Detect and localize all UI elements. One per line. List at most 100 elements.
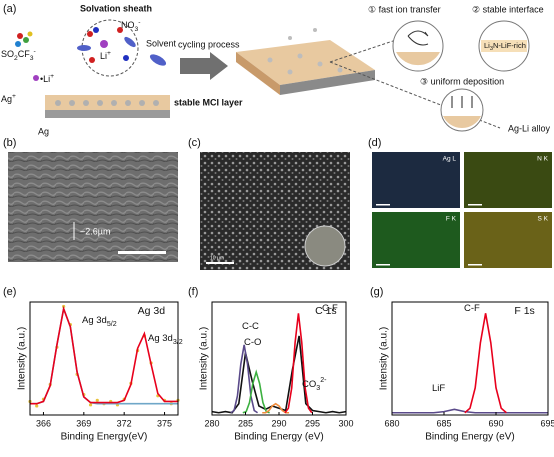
inset-fill (481, 40, 527, 52)
x-tick-label: 295 (305, 418, 320, 428)
panel-label: (f) (188, 286, 198, 298)
label: 10 µm (210, 255, 224, 261)
scale-bar (468, 264, 482, 266)
text-part: LiF (432, 383, 445, 394)
text-part: + (107, 50, 111, 57)
text-part: C-F (464, 303, 480, 314)
x-tick-label: 685 (436, 418, 451, 428)
slab-side (236, 52, 280, 95)
text-part: + (50, 73, 54, 80)
text-part: N-LiF-rich (493, 41, 526, 50)
text-part: 3 (490, 46, 493, 52)
data-point (95, 398, 99, 402)
label: Ag-Li alloy (508, 123, 551, 133)
label: ~2.6µm (80, 226, 110, 236)
text-part: C-F (322, 303, 338, 314)
label: SO2CF3- (1, 48, 36, 62)
panel-label: (b) (3, 137, 16, 149)
slab (236, 40, 375, 85)
text-part: C-C (242, 321, 259, 332)
schematic: (a) Solvation sheath NO3- Li+ Solvent SO… (1, 3, 551, 136)
text-part: Ag (1, 94, 12, 104)
chart-title: F 1s (514, 305, 534, 317)
charts: (e) 366 369 372 375 Binding Energy(eV) Intensi… (3, 286, 554, 443)
eds-map (464, 152, 552, 208)
y-axis-label: Intensity (a.u.) (379, 327, 390, 390)
map-label: N K (537, 156, 549, 163)
leader (329, 39, 397, 63)
inset-fill (443, 116, 481, 129)
particles (55, 100, 159, 106)
label: ① fast ion transfer (368, 4, 441, 14)
annotation: C-O (244, 337, 261, 348)
x-tick-label: 372 (117, 418, 132, 428)
text-part: 3 (316, 384, 320, 392)
text-part: - (138, 19, 140, 26)
annotation: C-F (464, 303, 480, 314)
slab-front (280, 70, 375, 95)
x-tick-label: 695 (540, 418, 554, 428)
annotation: Ag 3d3/2 (148, 333, 183, 346)
substrate (45, 110, 170, 118)
annotation: CO32- (302, 376, 327, 392)
sem-image (8, 152, 178, 262)
x-tick-label: 366 (36, 418, 51, 428)
label: Solvent (146, 38, 177, 48)
scale-bar (376, 264, 390, 266)
text-part: + (12, 93, 16, 100)
x-tick-label: 680 (384, 418, 399, 428)
scale-bar (376, 204, 390, 206)
layer (45, 95, 170, 110)
label: Li3N-LiF-rich (484, 41, 526, 53)
arrows (451, 96, 473, 108)
panel-label: (c) (188, 137, 201, 149)
molecules (15, 27, 167, 81)
panel-label: (e) (3, 286, 16, 298)
data-line (242, 369, 270, 414)
data-line (464, 313, 507, 414)
data-point (88, 403, 93, 407)
deposits (267, 28, 343, 75)
photo-inset (304, 225, 346, 267)
label: Solvation sheath (80, 3, 152, 13)
x-axis-label: Binding Energy (eV) (425, 432, 515, 443)
scale-bar (118, 251, 166, 254)
arrow (180, 52, 228, 80)
label: NO3- (121, 19, 141, 33)
label: Ag (38, 126, 49, 136)
scale-bar (206, 262, 234, 264)
y-axis-label: Intensity (a.u.) (199, 327, 210, 390)
text-part: C-O (244, 337, 261, 348)
eds-map (372, 152, 460, 208)
text-part: - (34, 48, 36, 55)
scale-bar (468, 204, 482, 206)
eds-map (464, 212, 552, 268)
label: stable MCI layer (174, 97, 243, 107)
data-line (262, 402, 290, 414)
x-tick-label: 375 (157, 418, 172, 428)
label: ② stable interface (472, 4, 544, 14)
panel-label: (d) (368, 137, 381, 149)
data-line (392, 408, 548, 414)
panel-label: (g) (370, 286, 383, 298)
ion-path (407, 30, 429, 46)
text-part: 3 (30, 55, 34, 62)
y-axis-label: Intensity (a.u.) (17, 327, 28, 390)
annotation: C-F (322, 303, 338, 314)
text-part: CO (302, 379, 316, 390)
map-label: F K (446, 216, 457, 223)
label: Ag+ (1, 93, 16, 104)
annotation: C-C (242, 321, 259, 332)
inset-fill (396, 52, 440, 66)
x-tick-label: 690 (488, 418, 503, 428)
map-label: Ag L (443, 156, 457, 163)
eds-maps: Ag L N K F K S K (372, 152, 552, 268)
text-part: 3 (135, 26, 139, 33)
text-part: 2- (320, 376, 327, 384)
text-part: 5/2 (107, 320, 117, 328)
plot-frame (29, 301, 179, 416)
text-part: Li (100, 51, 107, 61)
text-part: 3/2 (173, 338, 183, 346)
data-line (30, 305, 178, 405)
